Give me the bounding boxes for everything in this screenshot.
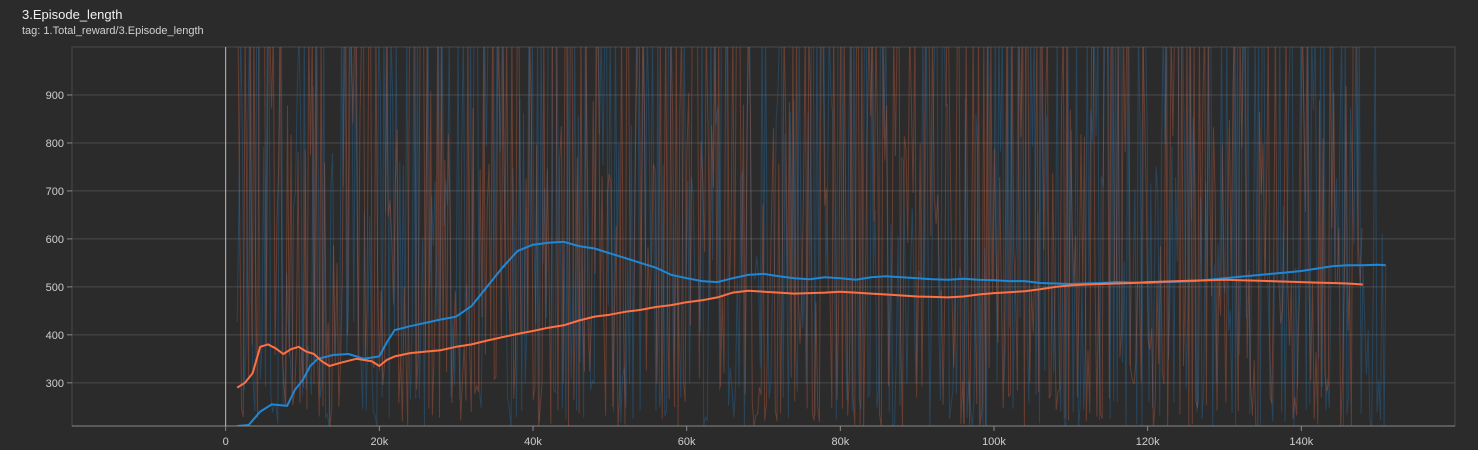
x-tick-label: 40k [524,436,542,448]
raw-data-traces [236,47,1387,426]
y-tick-label: 800 [46,138,64,150]
x-tick-label: 100k [982,436,1006,448]
smoothed-series [236,240,1386,426]
raw-trace-blue [236,47,1387,426]
y-tick-label: 600 [46,234,64,246]
x-tick-label: 60k [678,436,696,448]
axes: 300 400 500 600 700 800 900 0 20k 40k 60k 80k 100k 12… [46,47,1455,448]
series-line-orange[interactable] [236,278,1363,389]
x-tick-label: 80k [831,436,849,448]
x-tick-label: 120k [1136,436,1160,448]
y-tick-label: 900 [46,90,64,102]
chart-tag-subtitle: tag: 1.Total_reward/3.Episode_length [22,25,204,37]
y-tick-label: 700 [46,186,64,198]
grid-lines [72,94,1455,384]
y-tick-label: 300 [46,378,64,390]
x-tick-label: 140k [1289,436,1313,448]
x-tick-label: 0 [223,436,229,448]
chart-title: 3.Episode_length [22,7,123,22]
y-tick-label: 500 [46,282,64,294]
x-tick-label: 20k [370,436,388,448]
y-tick-label: 400 [46,330,64,342]
